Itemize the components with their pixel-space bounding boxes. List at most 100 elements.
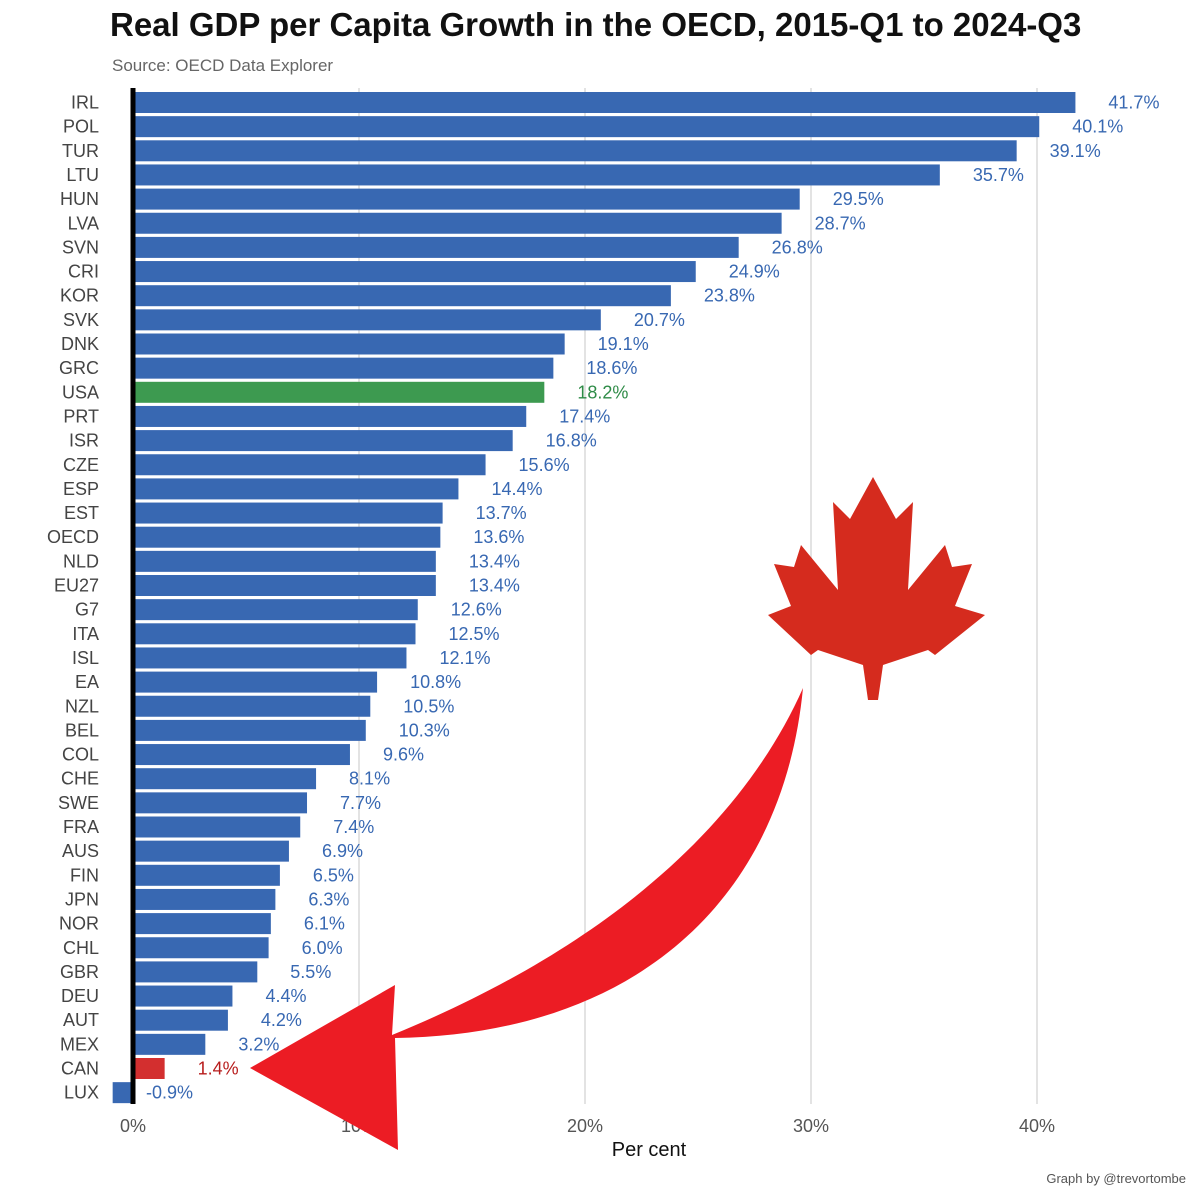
bar-hun [133, 188, 800, 210]
bar-isr [133, 430, 513, 452]
chart-title: Real GDP per Capita Growth in the OECD, … [110, 6, 1082, 43]
value-label-ea: 10.8% [410, 672, 461, 692]
category-label-dnk: DNK [61, 334, 99, 354]
bar-deu [133, 985, 233, 1007]
bar-nld [133, 550, 436, 572]
bar-irl [133, 92, 1076, 113]
value-label-gbr: 5.5% [290, 962, 331, 982]
category-label-fin: FIN [70, 865, 99, 885]
value-label-ita: 12.5% [449, 624, 500, 644]
value-label-est: 13.7% [476, 503, 527, 523]
value-label-can: 1.4% [198, 1059, 239, 1079]
value-label-fin: 6.5% [313, 865, 354, 885]
bars [112, 92, 1076, 1104]
value-labels: 41.7% 40.1% 39.1% 35.7% 29.5% 28.7% 26.8% 24.9%… [146, 93, 1159, 1103]
value-label-oecd: 13.6% [473, 527, 524, 547]
category-label-irl: IRL [71, 93, 99, 113]
bar-pol [133, 116, 1040, 138]
category-label-nld: NLD [63, 551, 99, 571]
value-label-isl: 12.1% [439, 648, 490, 668]
value-label-pol: 40.1% [1072, 117, 1123, 137]
value-label-lux: -0.9% [146, 1083, 193, 1103]
bar-grc [133, 357, 554, 379]
value-label-nor: 6.1% [304, 914, 345, 934]
category-label-can: CAN [61, 1059, 99, 1079]
category-labels: IRL POL TUR LTU HUN LVA SVN CRI KOR SVK DNK GRC USA P… [47, 93, 99, 1103]
curved-arrow-icon [250, 688, 803, 1150]
category-label-kor: KOR [60, 286, 99, 306]
bar-cze [133, 454, 486, 476]
category-label-svk: SVK [63, 310, 99, 330]
category-label-nzl: NZL [65, 696, 99, 716]
bar-col [133, 744, 350, 766]
x-tick-labels: 0%10%20%30%40% [120, 1116, 1055, 1136]
category-label-jpn: JPN [65, 889, 99, 909]
bar-lux [112, 1082, 133, 1104]
category-label-cze: CZE [63, 455, 99, 475]
value-label-chl: 6.0% [302, 938, 343, 958]
value-label-usa: 18.2% [577, 382, 628, 402]
value-label-kor: 23.8% [704, 286, 755, 306]
bar-swe [133, 792, 308, 814]
bar-tur [133, 140, 1017, 162]
bar-bel [133, 719, 366, 741]
category-label-aut: AUT [63, 1010, 99, 1030]
category-label-hun: HUN [60, 189, 99, 209]
category-label-swe: SWE [58, 793, 99, 813]
bar-fin [133, 864, 280, 886]
bar-fra [133, 816, 301, 838]
category-label-cri: CRI [68, 262, 99, 282]
category-label-lva: LVA [68, 213, 99, 233]
category-label-prt: PRT [63, 406, 99, 426]
value-label-swe: 7.7% [340, 793, 381, 813]
bar-can [133, 1058, 165, 1079]
category-label-eu27: EU27 [54, 576, 99, 596]
x-tick-label-30: 30% [793, 1116, 829, 1136]
bar-svk [133, 309, 601, 331]
category-label-isr: ISR [69, 431, 99, 451]
value-label-nzl: 10.5% [403, 696, 454, 716]
category-label-aus: AUS [62, 841, 99, 861]
category-label-est: EST [64, 503, 99, 523]
category-label-esp: ESP [63, 479, 99, 499]
value-label-jpn: 6.3% [308, 889, 349, 909]
category-label-svn: SVN [62, 237, 99, 257]
value-label-esp: 14.4% [491, 479, 542, 499]
x-axis-label: Per cent [612, 1139, 687, 1161]
category-label-ita: ITA [72, 624, 99, 644]
category-label-grc: GRC [59, 358, 99, 378]
bar-ea [133, 671, 378, 693]
value-label-prt: 17.4% [559, 406, 610, 426]
bar-che [133, 768, 317, 790]
bar-g7 [133, 599, 418, 621]
bar-nor [133, 913, 271, 935]
bar-eu27 [133, 575, 436, 596]
value-label-grc: 18.6% [586, 358, 637, 378]
category-label-mex: MEX [60, 1034, 99, 1054]
bar-oecd [133, 526, 441, 548]
bar-lva [133, 212, 782, 234]
category-label-col: COL [62, 745, 99, 765]
category-label-bel: BEL [65, 720, 99, 740]
x-tick-label-0: 0% [120, 1116, 146, 1136]
value-label-che: 8.1% [349, 769, 390, 789]
value-label-aut: 4.2% [261, 1010, 302, 1030]
value-label-deu: 4.4% [265, 986, 306, 1006]
bar-nzl [133, 695, 371, 717]
value-label-tur: 39.1% [1050, 141, 1101, 161]
category-label-nor: NOR [59, 914, 99, 934]
bar-ltu [133, 164, 940, 186]
category-label-deu: DEU [61, 986, 99, 1006]
value-label-ltu: 35.7% [973, 165, 1024, 185]
chart-subtitle: Source: OECD Data Explorer [112, 56, 334, 75]
value-label-cri: 24.9% [729, 262, 780, 282]
category-label-pol: POL [63, 117, 99, 137]
bar-jpn [133, 888, 276, 910]
category-label-chl: CHL [63, 938, 99, 958]
category-label-oecd: OECD [47, 527, 99, 547]
value-label-lva: 28.7% [815, 213, 866, 233]
value-label-fra: 7.4% [333, 817, 374, 837]
value-label-bel: 10.3% [399, 720, 450, 740]
bar-ita [133, 623, 416, 645]
